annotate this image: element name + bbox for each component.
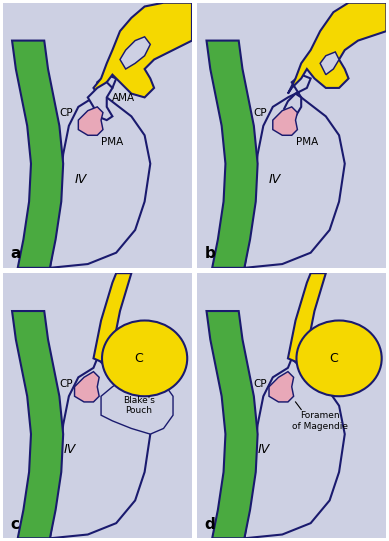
FancyBboxPatch shape: [197, 3, 386, 268]
Text: PMA: PMA: [101, 137, 123, 147]
Text: b: b: [205, 246, 216, 261]
Polygon shape: [269, 372, 294, 402]
Polygon shape: [120, 37, 150, 69]
Polygon shape: [284, 94, 301, 116]
Polygon shape: [288, 273, 326, 364]
Polygon shape: [320, 52, 339, 75]
FancyBboxPatch shape: [197, 273, 386, 538]
Polygon shape: [273, 107, 298, 135]
Ellipse shape: [296, 320, 382, 396]
Text: AMA: AMA: [112, 93, 135, 103]
Polygon shape: [78, 107, 103, 135]
Text: Blake's
Pouch: Blake's Pouch: [123, 396, 155, 415]
Text: PMA: PMA: [296, 137, 318, 147]
Ellipse shape: [102, 320, 187, 396]
Text: C: C: [329, 352, 338, 365]
Polygon shape: [244, 75, 345, 268]
Polygon shape: [93, 273, 131, 364]
Text: CP: CP: [254, 379, 268, 389]
Text: IV: IV: [258, 443, 270, 456]
Polygon shape: [288, 3, 386, 94]
Polygon shape: [88, 82, 112, 120]
Text: CP: CP: [60, 379, 73, 389]
Polygon shape: [207, 41, 258, 268]
Text: a: a: [10, 246, 21, 261]
Text: C: C: [135, 352, 143, 365]
Polygon shape: [244, 358, 345, 538]
Polygon shape: [12, 311, 63, 538]
Polygon shape: [50, 75, 150, 268]
Text: d: d: [205, 517, 216, 532]
Polygon shape: [75, 372, 99, 402]
FancyBboxPatch shape: [3, 3, 192, 268]
Polygon shape: [93, 3, 192, 97]
Text: IV: IV: [269, 173, 281, 186]
Polygon shape: [101, 377, 173, 434]
Text: CP: CP: [60, 108, 73, 118]
Polygon shape: [207, 311, 258, 538]
Text: IV: IV: [63, 443, 75, 456]
Text: IV: IV: [75, 173, 87, 186]
FancyBboxPatch shape: [3, 273, 192, 538]
Polygon shape: [50, 358, 150, 538]
Polygon shape: [12, 41, 63, 268]
Text: CP: CP: [254, 108, 268, 118]
Text: Foramen
of Magendie: Foramen of Magendie: [292, 411, 348, 431]
Text: c: c: [10, 517, 19, 532]
